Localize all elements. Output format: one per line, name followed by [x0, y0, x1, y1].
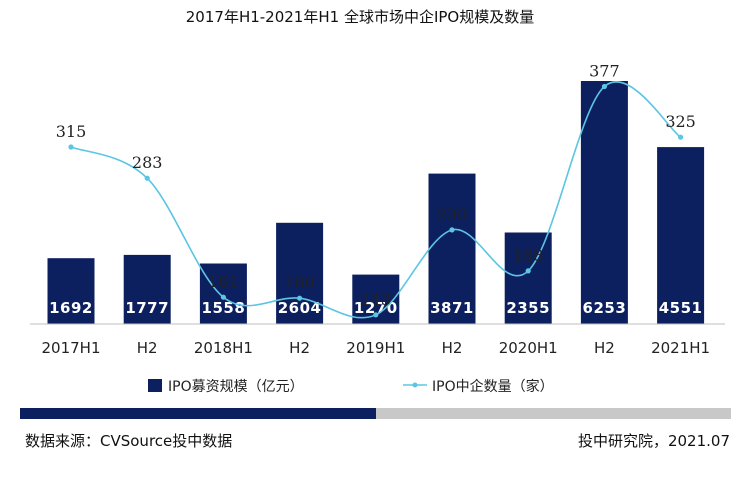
bar-value-label-6: 2355	[506, 299, 550, 317]
bar-0	[47, 258, 95, 324]
line-value-label-5: 230	[437, 205, 468, 224]
footer-divider-light	[376, 408, 731, 419]
line-point-4	[373, 312, 379, 318]
bar-value-label-8: 4551	[659, 299, 703, 317]
category-label-1: H2	[137, 339, 158, 357]
line-value-label-2: 161	[208, 272, 239, 291]
line-value-label-8: 325	[665, 112, 696, 131]
category-label-7: H2	[594, 339, 615, 357]
bar-value-label-2: 1558	[202, 299, 246, 317]
line-value-label-0: 315	[56, 122, 87, 141]
legend-bar-swatch	[148, 379, 162, 392]
bar-value-label-0: 1692	[49, 299, 93, 317]
chart-title: 2017年H1-2021年H1 全球市场中企IPO规模及数量	[186, 8, 534, 26]
bar-3	[276, 222, 324, 324]
bar-value-labels: 1692 1777 1558 2604 1270 3871 2355 6253 4551	[49, 299, 702, 317]
legend: IPO募资规模（亿元） IPO中企数量（家）	[148, 378, 554, 395]
line-value-labels: 315 283 161 160 143 230 188 377 325	[56, 62, 696, 309]
credit-note: 投中研究院，2021.07	[578, 432, 730, 450]
category-label-6: 2020H1	[499, 339, 558, 357]
line-value-label-3: 160	[284, 273, 315, 292]
category-label-8: 2021H1	[651, 339, 710, 357]
line-point-5	[449, 227, 455, 233]
line-point-3	[297, 295, 303, 301]
bar-1	[123, 254, 171, 324]
source-note: 数据来源：CVSource投中数据	[25, 432, 232, 450]
line-point-7	[601, 83, 608, 90]
line-point-1	[144, 175, 150, 181]
line-series	[70, 81, 682, 319]
bar-5	[428, 173, 476, 324]
bar-value-label-3: 2604	[278, 299, 322, 317]
bar-series	[47, 81, 705, 324]
category-label-2: 2018H1	[194, 339, 253, 357]
bar-value-label-1: 1777	[125, 299, 169, 317]
category-label-4: 2019H1	[346, 339, 405, 357]
legend-line-label: IPO中企数量（家）	[432, 378, 554, 395]
line-point-0	[68, 144, 74, 150]
bar-6	[504, 232, 552, 324]
bar-8	[657, 147, 705, 324]
bar-7	[580, 81, 628, 324]
bar-value-label-4: 1270	[354, 299, 398, 317]
bar-value-label-7: 6253	[583, 299, 627, 317]
line-point-2	[220, 294, 226, 300]
legend-bar-label: IPO募资规模（亿元）	[168, 379, 304, 395]
line-point-6	[525, 268, 531, 274]
category-labels: 2017H1 H2 2018H1 H2 2019H1 H2 2020H1 H2 2021H1	[42, 339, 711, 357]
line-value-label-6: 188	[513, 246, 544, 265]
line-point-8	[678, 134, 684, 140]
line-value-label-4: 143	[361, 290, 392, 309]
category-label-5: H2	[442, 339, 463, 357]
bar-value-label-5: 3871	[430, 299, 474, 317]
bar-2	[199, 263, 247, 324]
footer-divider-dark	[20, 408, 376, 419]
line-value-label-1: 283	[132, 153, 163, 172]
category-label-3: H2	[289, 339, 310, 357]
category-label-0: 2017H1	[42, 339, 101, 357]
line-points	[68, 83, 684, 318]
line-value-label-7: 377	[589, 62, 620, 81]
legend-line-marker	[412, 382, 418, 388]
